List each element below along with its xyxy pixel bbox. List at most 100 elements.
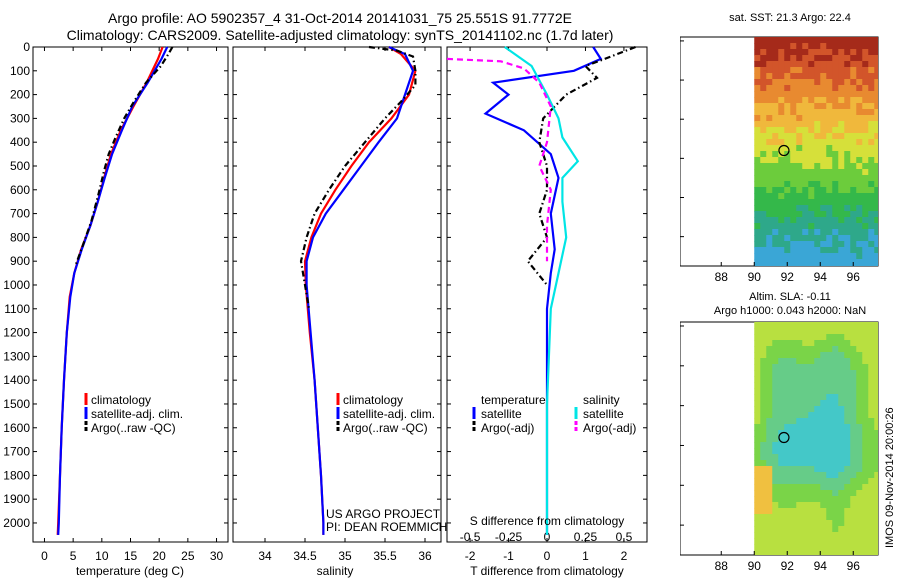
map-cell [868, 532, 875, 539]
map-cell [820, 358, 827, 365]
map-cell [796, 478, 803, 485]
map-cell [844, 340, 851, 347]
map-cell [850, 73, 857, 80]
map-cell [814, 253, 821, 260]
map-cell [832, 496, 839, 503]
map-cell [838, 205, 845, 212]
map-cell [802, 217, 809, 224]
map-cell [826, 340, 833, 347]
map-cell [760, 364, 767, 371]
map-cell [790, 454, 797, 461]
map-cell [856, 43, 863, 50]
map-cell [784, 103, 791, 110]
map-cell [844, 418, 851, 425]
map-cell [814, 478, 821, 485]
map-cell [784, 490, 791, 497]
salinity-panel: 34 34.5 35 35.5 36 salinity climatology sate… [232, 45, 447, 578]
map-cell [862, 211, 869, 218]
map-cell [790, 121, 797, 128]
map-cell [874, 508, 878, 515]
map-cell [868, 97, 875, 104]
legend-s-satellite-label: satellite [583, 407, 624, 421]
map-cell [856, 91, 863, 98]
map-cell [874, 460, 878, 467]
map-cell [844, 79, 851, 86]
map-cell [754, 436, 761, 443]
map-cell [766, 235, 773, 242]
map-cell [754, 502, 761, 509]
map-cell [820, 79, 827, 86]
map-cell [778, 496, 785, 503]
map-cell [862, 139, 869, 146]
map-cell [832, 85, 839, 92]
map-cell [796, 259, 803, 266]
map-cell [790, 442, 797, 449]
map-cell [844, 358, 851, 365]
map-cell [820, 43, 827, 50]
map-cell [772, 370, 779, 377]
map-cell [832, 388, 839, 395]
map-cell [760, 442, 767, 449]
map-cell [820, 322, 827, 329]
map-cell [874, 496, 878, 503]
map-cell [844, 424, 851, 431]
map-cell [802, 265, 809, 266]
map-cell [790, 322, 797, 329]
map-cell [796, 181, 803, 188]
map-cell [754, 544, 761, 551]
map-cell [784, 181, 791, 188]
map-cell [808, 334, 815, 341]
map-cell [808, 73, 815, 80]
map-x-label: 94 [814, 270, 828, 284]
map-cell [814, 340, 821, 347]
map-cell [760, 352, 767, 359]
map-cell [838, 67, 845, 74]
map-cell [808, 193, 815, 200]
map-cell [832, 169, 839, 176]
map-cell [754, 382, 761, 389]
map-cell [790, 490, 797, 497]
map-cell [766, 217, 773, 224]
map-cell [754, 109, 761, 116]
map-cell [874, 223, 878, 230]
map-cell [826, 376, 833, 383]
map-cell [862, 109, 869, 116]
map-cell [778, 121, 785, 128]
map-cell [796, 508, 803, 515]
map-cell [832, 217, 839, 224]
map-cell [766, 364, 773, 371]
map-cell [874, 61, 878, 68]
map-cell [772, 520, 779, 527]
map-cell [784, 55, 791, 62]
map-cell [790, 175, 797, 182]
map-cell [874, 175, 878, 182]
map-cell [868, 454, 875, 461]
map-cell [832, 322, 839, 329]
map-cell [760, 235, 767, 242]
map-cell [874, 43, 878, 50]
map-cell [766, 322, 773, 329]
map-cell [784, 394, 791, 401]
map-cell [862, 400, 869, 407]
map-cell [802, 49, 809, 56]
map-cell [868, 49, 875, 56]
map-cell [814, 145, 821, 152]
map-cell [838, 544, 845, 551]
map-cell [862, 133, 869, 140]
map-cell [862, 103, 869, 110]
map-cell [754, 37, 761, 44]
map-cell [826, 193, 833, 200]
map-cell [826, 346, 833, 353]
map-cell [766, 394, 773, 401]
map-cell [874, 322, 878, 329]
map-cell [838, 49, 845, 56]
map-x-label: 88 [715, 559, 729, 573]
map-cell [814, 418, 821, 425]
map-cell [772, 55, 779, 62]
map-cell [808, 514, 815, 521]
map-cell [808, 43, 815, 50]
map-cell [844, 550, 851, 555]
map-cell [838, 376, 845, 383]
map-cell [868, 394, 875, 401]
